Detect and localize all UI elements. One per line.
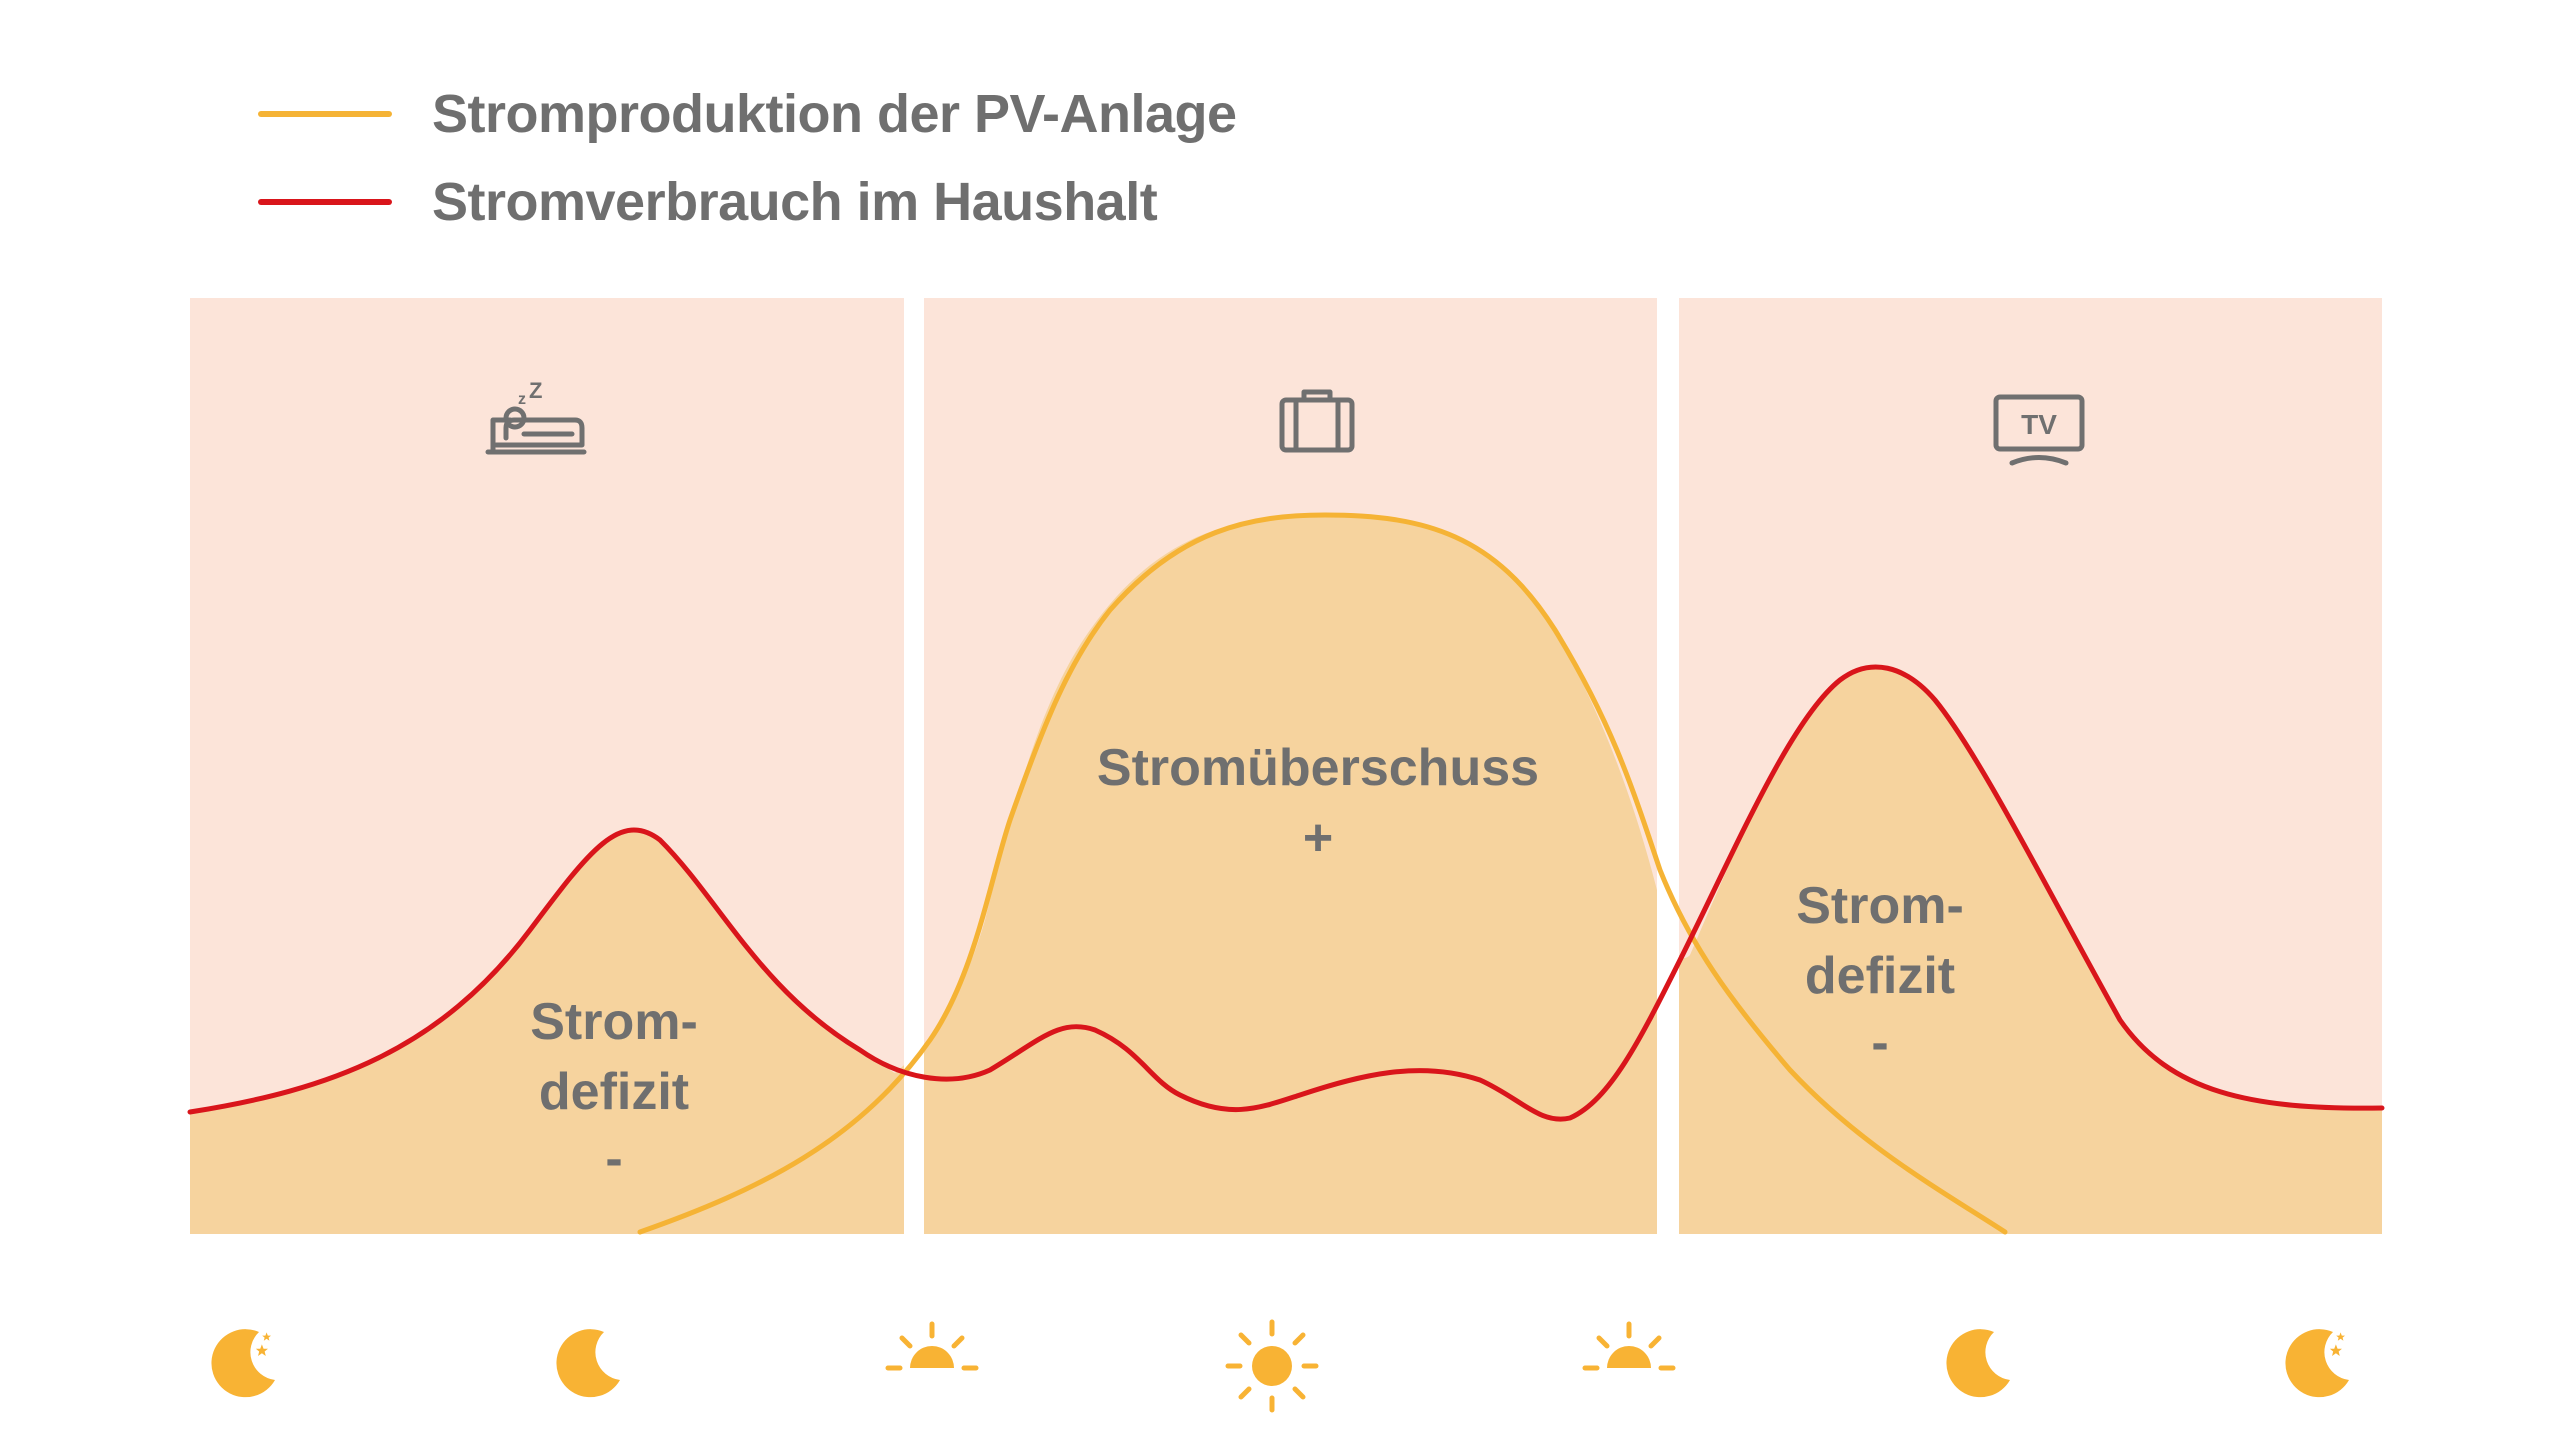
briefcase-icon — [1279, 389, 1355, 453]
production-curve — [637, 512, 2008, 1235]
zone-label-morning-line2: defizit — [539, 1063, 689, 1121]
legend-swatch-production — [258, 111, 392, 117]
tv-icon: TV — [1993, 394, 2085, 466]
moon-with-stars-icon — [2285, 1329, 2349, 1398]
legend-item-production: Stromproduktion der PV-Anlage — [258, 70, 1237, 158]
tv-icon-label: TV — [2021, 409, 2057, 440]
legend-label-production: Stromproduktion der PV-Anlage — [432, 84, 1237, 144]
sunset-icon — [1582, 1321, 1676, 1371]
zone-label-day-line1: Stromüberschuss — [1097, 739, 1539, 797]
legend-label-consumption: Stromverbrauch im Haushalt — [432, 172, 1158, 232]
moon-with-stars-icon — [211, 1329, 275, 1398]
zone-label-morning-line3: - — [605, 1130, 622, 1188]
zone-label-day-line2: + — [1303, 809, 1333, 867]
zone-label-evening-line1: Strom- — [1796, 877, 1964, 935]
legend: Stromproduktion der PV-Anlage Stromverbr… — [258, 70, 1237, 246]
sun-icon — [1225, 1319, 1319, 1413]
legend-item-consumption: Stromverbrauch im Haushalt — [258, 158, 1237, 246]
sleep-z-large: Z — [529, 378, 542, 403]
zone-label-evening-line2: defizit — [1805, 947, 1955, 1005]
legend-swatch-consumption — [258, 199, 392, 205]
sleeping-in-bed-icon — [485, 406, 587, 455]
zone-label-morning-line1: Strom- — [530, 993, 698, 1051]
moon-icon — [1946, 1329, 2010, 1398]
area-under-curves — [190, 515, 2382, 1234]
sleep-z-small: z — [518, 391, 526, 408]
zone-label-evening-line3: - — [1871, 1014, 1888, 1072]
moon-icon — [556, 1329, 620, 1398]
consumption-curve — [187, 664, 2385, 1122]
sunrise-icon — [885, 1321, 979, 1371]
